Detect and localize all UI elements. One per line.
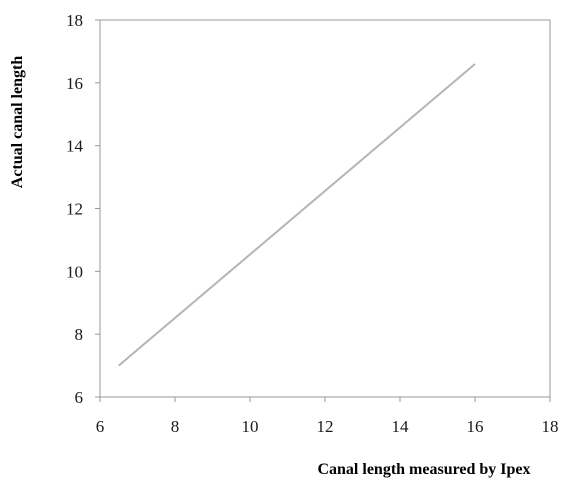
x-tick-label: 14: [392, 417, 410, 436]
x-tick-label: 8: [171, 417, 180, 436]
x-tick-label: 10: [242, 417, 259, 436]
x-tick-label: 18: [542, 417, 559, 436]
y-tick-label: 6: [75, 388, 84, 407]
y-tick-label: 12: [66, 200, 83, 219]
x-axis-title: Canal length measured by Ipex: [317, 461, 530, 478]
y-tick-label: 10: [66, 262, 83, 281]
x-tick-label: 16: [467, 417, 484, 436]
series-layer: [118, 63, 476, 367]
y-tick-label: 14: [66, 137, 84, 156]
x-tick-label: 12: [317, 417, 334, 436]
y-tick-label: 8: [75, 325, 84, 344]
x-tick-label: 6: [96, 417, 105, 436]
y-axis-title: Actual canal length: [9, 56, 26, 189]
series-line: [118, 63, 476, 367]
y-tick-label: 18: [66, 11, 83, 30]
plot-frame: [99, 19, 551, 398]
y-tick-label: 16: [66, 74, 83, 93]
x-axis: 6 8 10 12 14 16 18: [96, 397, 559, 436]
y-axis: 6 8 10 12 14 16 18: [66, 11, 100, 407]
